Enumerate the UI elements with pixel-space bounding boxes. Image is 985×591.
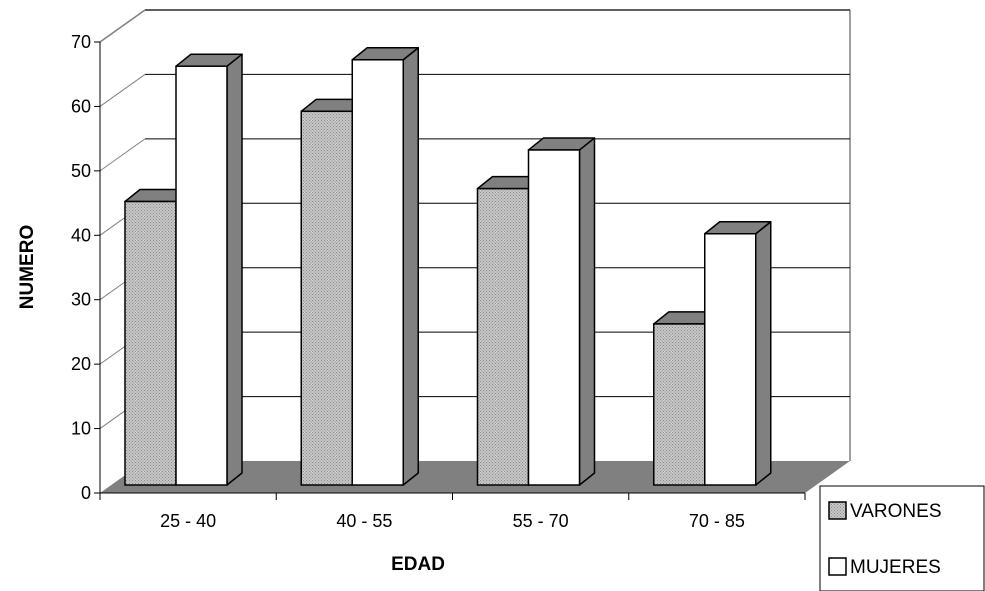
bar-front [124, 200, 177, 486]
y-tick-label: 40 [71, 225, 91, 245]
bars [124, 47, 772, 486]
y-tick-labels: 0 10 20 30 40 50 60 70 [71, 32, 91, 503]
x-tick-label: 55 - 70 [513, 511, 569, 531]
side-wall-gridline [99, 9, 146, 43]
bar-side [226, 53, 243, 486]
legend-box [819, 485, 985, 591]
x-tick-label: 25 - 40 [160, 511, 216, 531]
y-axis-title: NUMERO [17, 225, 38, 309]
bar-mujeres-1 [175, 53, 243, 486]
side-wall-gridline [99, 74, 146, 107]
axes [94, 41, 806, 500]
y-tick-label: 70 [71, 32, 91, 52]
y-tick-label: 60 [71, 96, 91, 116]
legend-label-mujeres: MUJERES [850, 557, 941, 578]
bar-mujeres-4 [704, 220, 772, 486]
bar-side [402, 47, 419, 486]
x-tick-label: 70 - 85 [689, 511, 745, 531]
x-tick-label: 40 - 55 [336, 511, 392, 531]
legend-swatch-mujeres [828, 557, 847, 576]
bar-side [578, 137, 596, 486]
y-tick-label: 30 [71, 290, 91, 310]
bar-front [351, 59, 404, 486]
y-tick-label: 0 [81, 483, 91, 503]
legend-swatch-varones [828, 501, 847, 520]
x-axis-title: EDAD [391, 554, 445, 575]
legend-label-varones: VARONES [850, 501, 942, 522]
bar-front [476, 187, 530, 486]
bar-front [527, 149, 581, 486]
bar-front [653, 323, 706, 486]
x-tick-labels: 25 - 40 40 - 55 55 - 70 70 - 85 [160, 511, 745, 531]
bar-mujeres-2 [351, 47, 419, 486]
bar-side [755, 220, 772, 486]
bar-front [704, 232, 757, 486]
bar-front [300, 110, 353, 486]
bar-front [175, 65, 228, 486]
bar-mujeres-3 [527, 137, 596, 486]
y-tick-label: 20 [71, 354, 91, 374]
legend: VARONES MUJERES [819, 485, 985, 591]
y-tick-label: 50 [71, 161, 91, 181]
y-tick-label: 10 [71, 419, 91, 439]
side-wall-gridline [99, 138, 146, 172]
